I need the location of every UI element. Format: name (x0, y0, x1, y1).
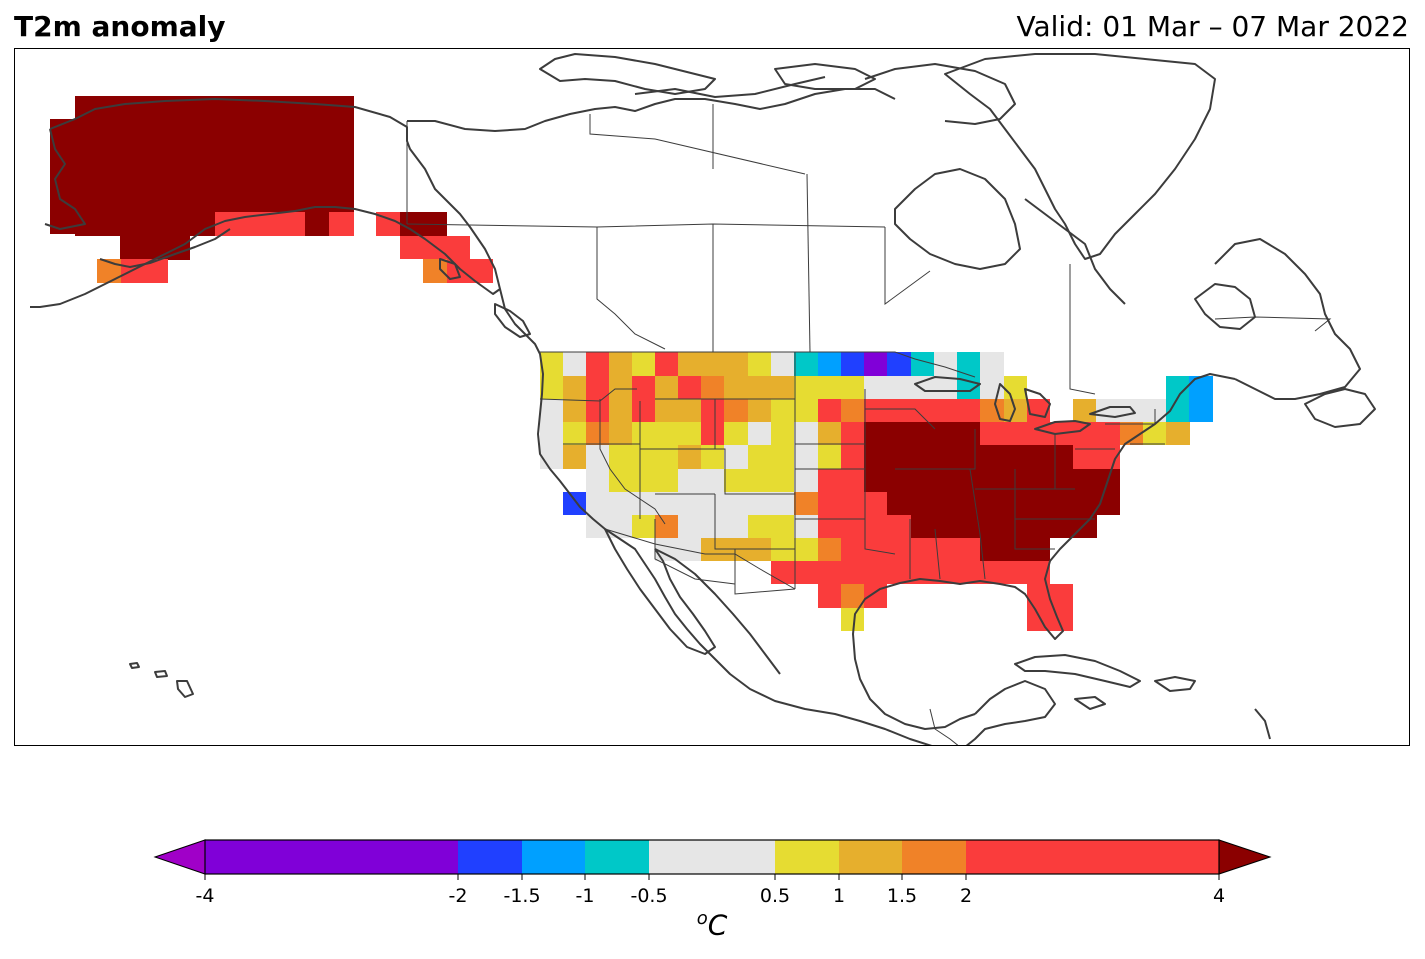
coastlines (30, 53, 1376, 745)
colorbar-ticks (204, 874, 1220, 880)
colorbar-bin-5 (775, 840, 839, 874)
colorbar-tick-label: 2 (959, 885, 973, 907)
colorbar-frame (204, 839, 1220, 875)
anomaly-cells (50, 96, 1213, 631)
anomaly-map (30, 53, 1376, 745)
colorbar-bins (205, 840, 1219, 874)
colorbar-over-triangle (1218, 839, 1272, 875)
colorbar-bin-2 (522, 840, 585, 874)
map-title: T2m anomaly (14, 10, 226, 43)
colorbar-under-triangle (153, 839, 206, 875)
colorbar (153, 839, 1272, 880)
colorbar-tick-label: 1 (832, 885, 846, 907)
colorbar-tick-label: -1 (575, 885, 595, 907)
valid-period: Valid: 01 Mar – 07 Mar 2022 (1016, 10, 1409, 43)
map-panel (14, 48, 1410, 746)
colorbar-tick-label: -4 (195, 885, 215, 907)
colorbar-bin-7 (902, 840, 966, 874)
colorbar-bin-6 (839, 840, 902, 874)
colorbar-tick-label: 4 (1212, 885, 1226, 907)
colorbar-bin-1 (458, 840, 522, 874)
colorbar-tick-label: 1.5 (886, 885, 918, 907)
colorbar-bin-4 (649, 840, 775, 874)
colorbar-bin-0 (205, 840, 458, 874)
colorbar-bin-8 (966, 840, 1219, 874)
colorbar-tick-label: 0.5 (759, 885, 791, 907)
colorbar-bin-3 (585, 840, 649, 874)
colorbar-unit: oC (696, 908, 728, 942)
colorbar-tick-label: -0.5 (630, 885, 668, 907)
political-borders (406, 104, 1332, 745)
colorbar-tick-label: -1.5 (503, 885, 541, 907)
colorbar-tick-label: -2 (448, 885, 468, 907)
